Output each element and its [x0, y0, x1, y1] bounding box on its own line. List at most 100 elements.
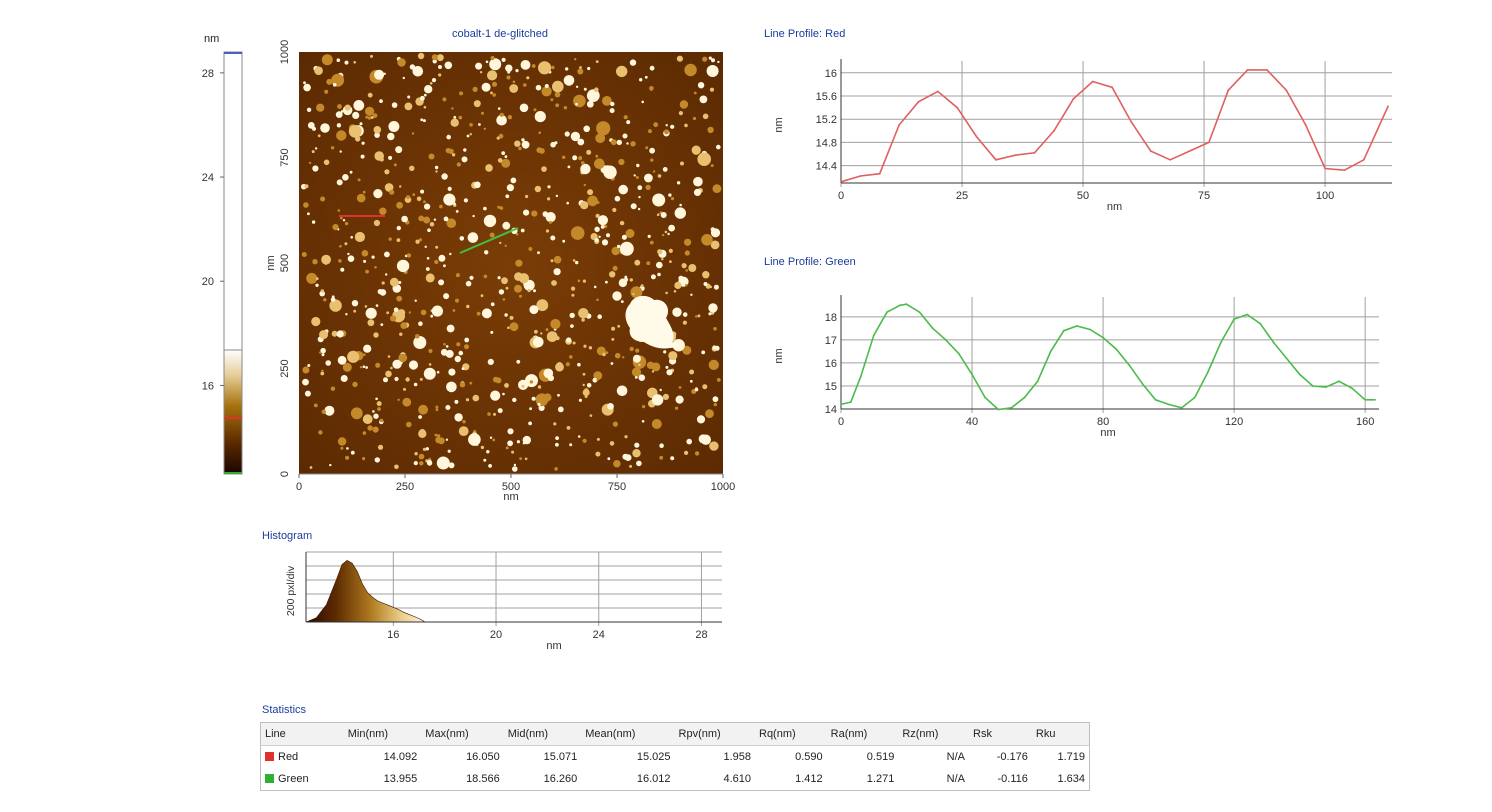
afm-grain: [533, 289, 536, 293]
afm-grain: [641, 420, 645, 423]
afm-grain: [339, 244, 342, 248]
afm-grain: [438, 73, 442, 77]
afm-grain: [505, 446, 509, 450]
afm-grain: [670, 197, 675, 201]
afm-grain: [423, 367, 436, 380]
x-tick-label: 80: [1097, 416, 1109, 428]
afm-grain: [609, 108, 615, 114]
afm-grain: [629, 464, 633, 468]
afm-grain: [587, 189, 594, 196]
profile-point: [1154, 398, 1157, 401]
stats-column-header: Mean(nm): [581, 723, 675, 746]
afm-grain: [595, 133, 606, 144]
afm-grain: [527, 288, 531, 293]
profile-point: [1014, 154, 1017, 157]
afm-grain: [304, 390, 311, 397]
afm-grain: [339, 216, 343, 220]
afm-grain: [681, 263, 687, 269]
afm-grain: [428, 457, 431, 461]
afm-grain: [373, 219, 380, 227]
afm-grain: [607, 457, 611, 461]
afm-grain: [507, 70, 511, 74]
afm-grain: [414, 299, 417, 302]
afm-grain: [642, 405, 646, 409]
profile-point: [984, 396, 986, 399]
afm-grain: [629, 278, 633, 282]
afm-grain: [633, 174, 636, 177]
afm-grain: [372, 426, 379, 433]
afm-grain: [422, 119, 426, 123]
afm-grain: [459, 382, 466, 388]
afm-grain: [347, 255, 355, 262]
afm-grain: [498, 133, 504, 139]
afm-grain: [622, 133, 628, 139]
afm-grain: [461, 367, 465, 370]
afm-grain: [309, 466, 313, 469]
afm-grain: [365, 366, 368, 369]
afm-grain: [459, 236, 465, 241]
afm-grain: [618, 158, 625, 166]
stats-cell: 13.955: [383, 773, 418, 785]
afm-grain: [402, 76, 405, 80]
afm-grain: [487, 412, 491, 416]
afm-grain: [713, 402, 717, 407]
afm-grain: [383, 72, 386, 75]
afm-grain: [545, 212, 556, 223]
afm-grain: [520, 60, 531, 70]
afm-grain: [435, 408, 439, 412]
afm-grain: [575, 85, 579, 88]
x-tick-label: 120: [1225, 416, 1243, 428]
afm-grain: [689, 369, 695, 375]
afm-grain: [301, 252, 307, 257]
afm-grain: [425, 447, 429, 451]
afm-grain: [374, 132, 380, 138]
profile-point: [1325, 386, 1327, 388]
afm-grain: [562, 155, 566, 159]
afm-grain: [531, 64, 536, 68]
afm-grain: [564, 131, 570, 137]
afm-grain: [472, 394, 480, 402]
afm-grain: [605, 280, 608, 284]
afm-grain: [524, 457, 528, 461]
afm-grain: [702, 271, 710, 279]
afm-grain: [502, 298, 506, 301]
profile-point: [872, 334, 875, 337]
afm-grain: [602, 96, 612, 106]
afm-grain: [653, 122, 659, 128]
profile-point: [1233, 318, 1235, 320]
afm-grain: [657, 249, 663, 255]
afm-grain: [634, 376, 638, 379]
stats-column-header: Ra(nm): [826, 723, 899, 746]
line-color-swatch: [265, 752, 274, 761]
afm-grain: [537, 385, 542, 389]
afm-grain: [504, 383, 509, 388]
afm-grain: [344, 60, 349, 65]
afm-grain: [350, 450, 355, 455]
afm-grain: [451, 153, 456, 157]
afm-grain: [670, 124, 675, 129]
afm-grain: [665, 124, 668, 127]
afm-grain: [694, 451, 700, 456]
afm-grain: [545, 328, 549, 332]
afm-grain: [684, 123, 688, 128]
afm-grain: [521, 140, 530, 149]
afm-grain: [605, 351, 609, 354]
afm-grain: [386, 311, 390, 315]
afm-grain: [431, 78, 437, 83]
afm-grain: [634, 442, 640, 448]
afm-grain: [649, 147, 655, 154]
afm-grain: [611, 246, 620, 256]
afm-grain: [639, 78, 643, 82]
afm-grain: [469, 275, 474, 280]
afm-grain: [330, 297, 336, 302]
afm-grain: [678, 275, 684, 281]
afm-grain: [550, 318, 561, 330]
profile-point: [975, 135, 978, 138]
y-tick-label: 15.6: [816, 91, 837, 103]
afm-grain: [555, 436, 559, 440]
afm-grain: [319, 290, 325, 297]
statistics-heading: Statistics: [262, 704, 307, 716]
afm-grain: [445, 147, 451, 154]
profile-point: [1364, 398, 1367, 401]
afm-grain: [596, 378, 599, 381]
